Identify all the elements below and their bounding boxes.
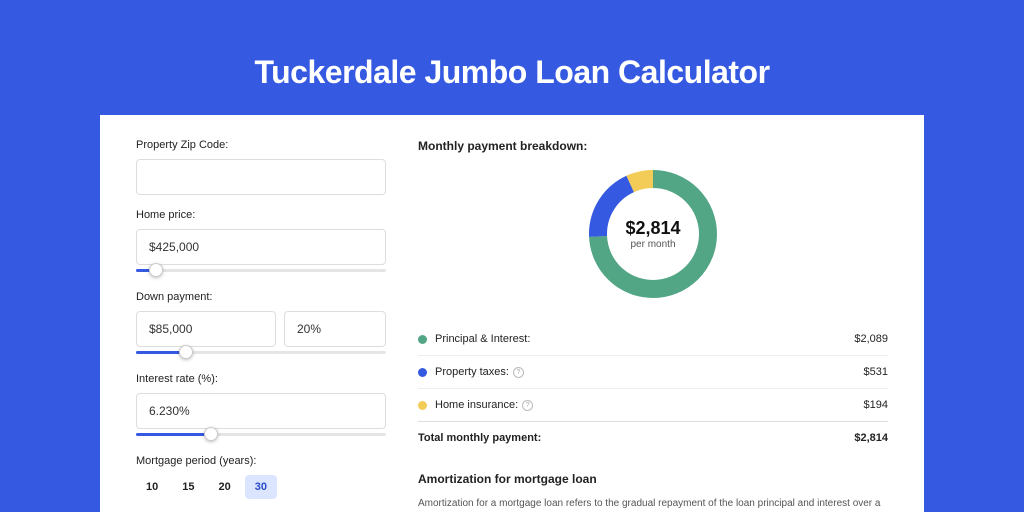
- donut-center: $2,814 per month: [588, 169, 718, 299]
- period-button-15[interactable]: 15: [172, 475, 204, 499]
- field-home-price: Home price:: [136, 209, 386, 277]
- legend-dot: [418, 335, 427, 344]
- field-down-payment: Down payment:: [136, 291, 386, 359]
- breakdown-title: Monthly payment breakdown:: [418, 139, 888, 153]
- down-payment-amount-input[interactable]: [136, 311, 276, 347]
- amortization-text: Amortization for a mortgage loan refers …: [418, 496, 888, 512]
- home-price-label: Home price:: [136, 209, 386, 221]
- form-panel: Property Zip Code: Home price: Down paym…: [136, 139, 386, 512]
- field-period: Mortgage period (years): 10152030: [136, 455, 386, 499]
- total-value: $2,814: [854, 432, 888, 444]
- zip-input[interactable]: [136, 159, 386, 195]
- donut-amount: $2,814: [625, 218, 680, 239]
- donut-sub: per month: [630, 239, 675, 250]
- legend-row: Property taxes: ?$531: [418, 355, 888, 388]
- period-button-30[interactable]: 30: [245, 475, 277, 499]
- legend-row: Home insurance: ?$194: [418, 388, 888, 421]
- home-price-input[interactable]: [136, 229, 386, 265]
- period-label: Mortgage period (years):: [136, 455, 386, 467]
- amortization-section: Amortization for mortgage loan Amortizat…: [418, 472, 888, 512]
- breakdown-panel: Monthly payment breakdown: $2,814 per mo…: [418, 139, 888, 512]
- field-interest: Interest rate (%):: [136, 373, 386, 441]
- slider-thumb[interactable]: [179, 345, 193, 359]
- period-button-10[interactable]: 10: [136, 475, 168, 499]
- interest-input[interactable]: [136, 393, 386, 429]
- legend-value: $194: [864, 399, 888, 411]
- legend-value: $2,089: [854, 333, 888, 345]
- field-zip: Property Zip Code:: [136, 139, 386, 195]
- down-payment-label: Down payment:: [136, 291, 386, 303]
- down-payment-slider[interactable]: [136, 345, 386, 359]
- legend-value: $531: [864, 366, 888, 378]
- donut-chart: $2,814 per month: [588, 169, 718, 299]
- legend-label: Home insurance: ?: [435, 399, 864, 411]
- legend-label: Principal & Interest:: [435, 333, 854, 345]
- info-icon[interactable]: ?: [513, 367, 524, 378]
- page-title: Tuckerdale Jumbo Loan Calculator: [0, 0, 1024, 115]
- period-button-20[interactable]: 20: [209, 475, 241, 499]
- legend-dot: [418, 401, 427, 410]
- home-price-slider[interactable]: [136, 263, 386, 277]
- slider-thumb[interactable]: [149, 263, 163, 277]
- interest-slider[interactable]: [136, 427, 386, 441]
- legend: Principal & Interest:$2,089Property taxe…: [418, 317, 888, 454]
- calculator-card: Property Zip Code: Home price: Down paym…: [100, 115, 924, 512]
- total-label: Total monthly payment:: [418, 432, 854, 444]
- down-payment-percent-input[interactable]: [284, 311, 386, 347]
- amortization-title: Amortization for mortgage loan: [418, 472, 888, 486]
- legend-label: Property taxes: ?: [435, 366, 864, 378]
- info-icon[interactable]: ?: [522, 400, 533, 411]
- slider-thumb[interactable]: [204, 427, 218, 441]
- legend-dot: [418, 368, 427, 377]
- donut-wrap: $2,814 per month: [418, 165, 888, 317]
- period-options: 10152030: [136, 475, 386, 499]
- legend-total-row: Total monthly payment:$2,814: [418, 421, 888, 454]
- zip-label: Property Zip Code:: [136, 139, 386, 151]
- legend-row: Principal & Interest:$2,089: [418, 323, 888, 355]
- interest-label: Interest rate (%):: [136, 373, 386, 385]
